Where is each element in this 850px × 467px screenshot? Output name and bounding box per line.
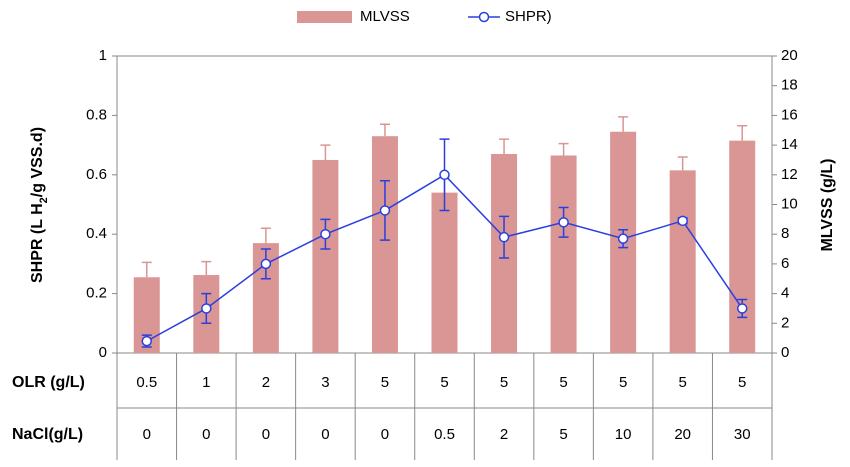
y-tick-label: 0.8 [86,106,107,123]
row-label: OLR (g/L) [12,374,85,391]
error-bar [379,123,390,137]
y-tick-label: 0.4 [86,225,107,242]
bar [550,155,577,353]
category-label: 5 [559,374,567,391]
point [677,215,688,227]
error-bar [201,260,212,276]
error-bar [141,261,152,278]
y2-label: MLVSS (g/L) [819,158,836,251]
y-tick-label: 0.2 [86,285,107,302]
error-bar [677,156,688,171]
y2-tick-label: 6 [781,255,789,272]
category-label: 0 [321,426,329,443]
y2-tick-label: 4 [781,285,789,302]
category-label: 0 [202,426,210,443]
y-label: SHPR (L H2/g VSS.d) [29,127,50,283]
point [558,217,569,228]
y2-tick-label: 20 [781,47,798,64]
legend-label: MLVSS [360,8,410,25]
point [320,228,331,240]
error-bar [737,125,748,141]
bar [371,136,398,353]
y2-tick-label: 18 [781,77,798,94]
point [141,335,153,347]
category-label: 5 [440,374,448,391]
point [260,258,272,270]
y2-tick-label: 2 [781,314,789,331]
y-tick-label: 0 [99,344,107,361]
category-label: 20 [674,426,691,443]
error-bar [618,116,629,132]
category-label: 5 [559,426,567,443]
category-label: 5 [738,374,746,391]
category-label: 0 [143,426,151,443]
point [736,303,748,314]
category-label: 10 [615,426,632,443]
category-label: 5 [381,374,389,391]
legend-swatch [478,11,490,23]
error-bar [260,227,271,244]
point [379,205,391,216]
legend-label: SHPR) [505,8,552,25]
category-label: 5 [500,374,508,391]
y2-tick-label: 8 [781,225,789,242]
category-label: 2 [500,426,508,443]
y2-tick-label: 12 [781,166,798,183]
y2-tick-label: 14 [781,136,798,153]
category-label: 2 [262,374,270,391]
error-bar [499,138,510,155]
point [439,169,450,181]
point [498,231,510,243]
category-label: 0.5 [434,426,455,443]
bar [729,140,756,353]
bar [431,192,458,353]
category-label: 5 [679,374,687,391]
category-label: 0 [381,426,389,443]
y-tick-label: 1 [99,47,107,64]
y2-tick-label: 0 [781,344,789,361]
y-tick-label: 0.6 [86,166,107,183]
error-bar [320,144,331,160]
point [201,303,212,314]
y2-tick-label: 16 [781,106,798,123]
category-label: 3 [321,374,329,391]
category-label: 1 [202,374,210,391]
row-label: NaCl(g/L) [12,426,83,443]
bar [669,170,696,353]
category-label: 5 [619,374,627,391]
y2-tick-label: 10 [781,195,798,212]
category-label: 30 [734,426,751,443]
category-label: 0.5 [136,374,157,391]
bar [312,159,339,353]
legend-swatch [297,11,352,23]
error-bar [558,142,569,156]
point [617,233,629,244]
category-label: 0 [262,426,270,443]
